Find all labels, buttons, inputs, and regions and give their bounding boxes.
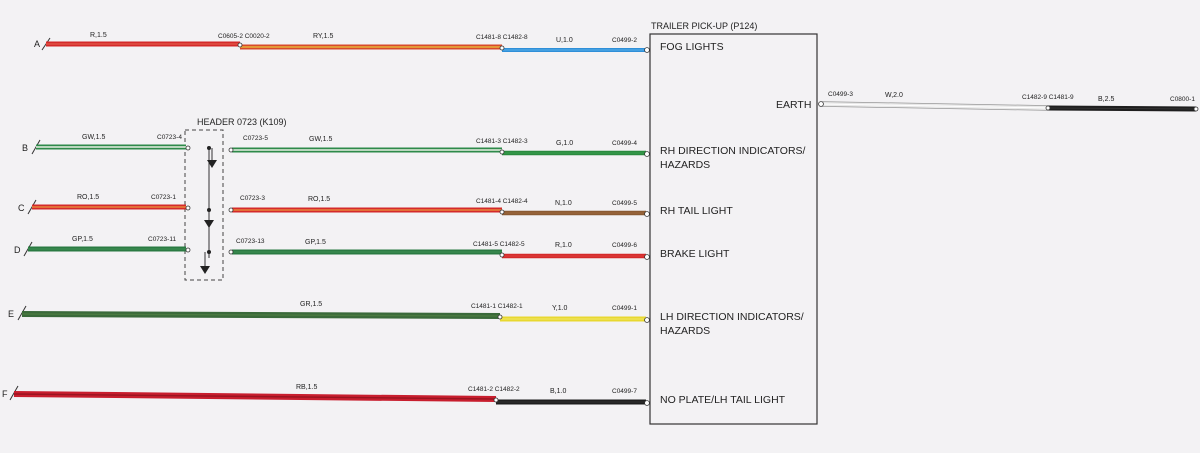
wire-label-c-3: N,1.0 [555, 200, 572, 207]
row-letter-a: A [34, 39, 40, 49]
connector-e-1 [497, 314, 503, 320]
wire-label-c-1: RO,1.5 [77, 194, 99, 201]
wire-label-d-1: GP,1.5 [72, 236, 93, 243]
header-node-d [207, 250, 211, 254]
earth-conn-label-1: C0499-3 [828, 91, 853, 98]
connector-b-3 [499, 149, 505, 155]
earth-wire-label-2: B,2.5 [1098, 96, 1114, 103]
connector-c-4 [644, 211, 650, 217]
connector-f-1 [493, 397, 499, 403]
connector-b-2 [228, 147, 234, 153]
wire-label-f-1: RB,1.5 [296, 384, 318, 391]
conn-label-a-1: C0605-2 C0020-2 [218, 33, 270, 40]
earth-wire-2-stripe [1047, 107, 1197, 110]
connector-b-1 [185, 145, 191, 151]
function-lh-indicators: LH DIRECTION INDICATORS/ [660, 311, 804, 323]
conn-label-e-2: C0499-1 [612, 305, 637, 312]
row-letter-f: F [2, 389, 8, 399]
wire-label-a-3: U,1.0 [556, 37, 573, 44]
wire-label-b-1: GW,1.5 [82, 134, 105, 141]
function-lh-indicators-hazards: HAZARDS [660, 325, 710, 337]
function-rh-indicators-hazards: HAZARDS [660, 159, 710, 171]
wire-label-e-2: Y,1.0 [552, 305, 568, 312]
wire-label-a-1: R,1.5 [90, 32, 107, 39]
row-letter-c: C [18, 203, 25, 213]
wire-label-b-3: G,1.0 [556, 140, 573, 147]
wire-label-b-2: GW,1.5 [309, 136, 332, 143]
header-box [184, 129, 224, 281]
earth-conn-label-2: C1482-9 C1481-9 [1022, 94, 1074, 101]
connector-c-2 [228, 207, 234, 213]
conn-label-a-3: C0499-2 [612, 37, 637, 44]
wire-label-d-2: GP,1.5 [305, 239, 326, 246]
conn-label-d-1: C0723-11 [148, 236, 176, 243]
conn-label-d-3: C1481-5 C1482-5 [473, 241, 525, 248]
earth-connector-3 [1193, 106, 1199, 112]
conn-label-f-2: C0499-7 [612, 388, 637, 395]
row-letter-d: D [14, 245, 21, 255]
connector-d-3 [499, 252, 505, 258]
header-arrow-c [204, 220, 214, 228]
function-fog-lights: FOG LIGHTS [660, 41, 724, 53]
trailer-pickup-box [649, 33, 818, 425]
wire-label-a-2: RY,1.5 [313, 33, 333, 40]
header-node-b [207, 146, 211, 150]
earth-wire-label-1: W,2.0 [885, 92, 903, 99]
header-title: HEADER 0723 (K109) [197, 117, 287, 127]
earth-wire-1-stripe [821, 103, 1049, 109]
conn-label-c-3: C1481-4 C1482-4 [476, 198, 528, 205]
conn-label-c-4: C0499-5 [612, 200, 637, 207]
connector-e-2 [644, 317, 650, 323]
wire-label-f-2: B,1.0 [550, 388, 566, 395]
wire-f-1-stripe [13, 393, 497, 400]
conn-label-d-4: C0499-6 [612, 242, 637, 249]
conn-label-b-1: C0723-4 [157, 134, 182, 141]
header-arrow-b [207, 160, 217, 168]
wire-e-1-stripe [21, 313, 501, 317]
conn-label-f-1: C1481-2 C1482-2 [468, 386, 520, 393]
wire-end-f [9, 385, 19, 401]
conn-label-d-2: C0723-13 [236, 238, 265, 245]
conn-label-b-4: C0499-4 [612, 140, 637, 147]
earth-label: EARTH [776, 99, 811, 111]
conn-label-b-2: C0723-5 [243, 135, 268, 142]
conn-label-e-1: C1481-1 C1482-1 [471, 303, 523, 310]
conn-label-c-2: C0723-3 [240, 195, 265, 202]
earth-connector-2 [1045, 105, 1051, 111]
connector-c-3 [499, 209, 505, 215]
connector-c-1 [185, 205, 191, 211]
connector-a-3 [644, 47, 650, 53]
earth-conn-label-3: C0800-1 [1170, 96, 1195, 103]
connector-a-1 [237, 42, 243, 48]
function-rh-indicators: RH DIRECTION INDICATORS/ [660, 145, 806, 157]
function-rh-tail-light: RH TAIL LIGHT [660, 205, 733, 217]
function-no-plate-lh-tail: NO PLATE/LH TAIL LIGHT [660, 394, 786, 406]
header-arrow-d [200, 266, 210, 274]
connector-d-4 [644, 254, 650, 260]
connector-d-2 [228, 249, 234, 255]
wire-label-c-2: RO,1.5 [308, 196, 330, 203]
row-letter-e: E [8, 309, 14, 319]
earth-connector-1 [818, 101, 824, 107]
conn-label-a-2: C1481-8 C1482-8 [476, 34, 528, 41]
wire-label-e-1: GR,1.5 [300, 301, 322, 308]
connector-d-1 [185, 247, 191, 253]
connector-f-2 [644, 400, 650, 406]
trailer-pickup-title: TRAILER PICK-UP (P124) [651, 21, 757, 31]
conn-label-c-1: C0723-1 [151, 194, 176, 201]
connector-a-2 [499, 45, 505, 51]
conn-label-b-3: C1481-3 C1482-3 [476, 138, 528, 145]
header-node-c [207, 208, 211, 212]
wire-label-d-3: R,1.0 [555, 242, 572, 249]
wire-end-e [17, 305, 27, 321]
row-letter-b: B [22, 143, 28, 153]
connector-b-4 [644, 151, 650, 157]
function-brake-light: BRAKE LIGHT [660, 248, 730, 260]
